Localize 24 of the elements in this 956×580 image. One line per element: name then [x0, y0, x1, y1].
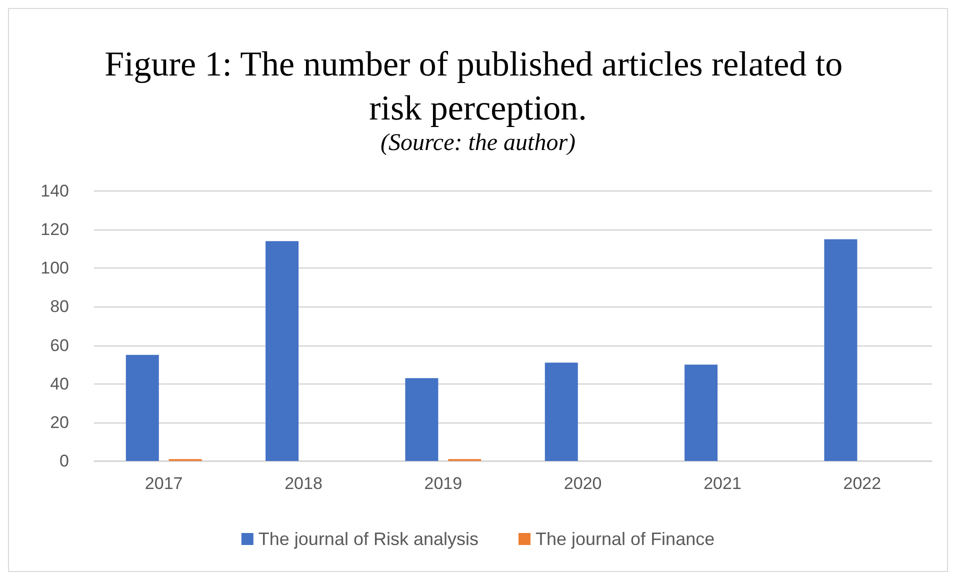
x-tick-label: 2018	[284, 474, 322, 493]
bar	[126, 354, 159, 461]
chart-subtitle: (Source: the author)	[380, 130, 576, 156]
y-tick-label: 20	[50, 412, 69, 432]
x-tick-label: 2020	[564, 474, 602, 493]
bar	[544, 362, 578, 461]
y-tick-label: 120	[40, 220, 69, 240]
x-tick-label: 2022	[843, 474, 882, 493]
bar	[266, 241, 299, 461]
chart-title: Figure 1: The number of published articles related to risk perception.	[104, 44, 852, 128]
bar	[405, 378, 438, 461]
x-tick-label: 2019	[424, 474, 462, 493]
legend-label: The journal of Risk analysis	[258, 529, 479, 549]
y-tick-label: 0	[60, 452, 69, 470]
x-tick-label: 2017	[144, 474, 183, 493]
y-tick-label: 80	[50, 297, 69, 316]
y-tick-label: 100	[40, 258, 69, 278]
y-tick-label: 140	[40, 182, 69, 200]
legend-label: The journal of Finance	[535, 529, 715, 549]
bar	[684, 364, 718, 461]
x-tick-label: 2021	[704, 474, 742, 493]
y-tick-label: 60	[50, 336, 69, 355]
bar	[824, 239, 858, 461]
y-tick-label: 40	[50, 374, 69, 394]
